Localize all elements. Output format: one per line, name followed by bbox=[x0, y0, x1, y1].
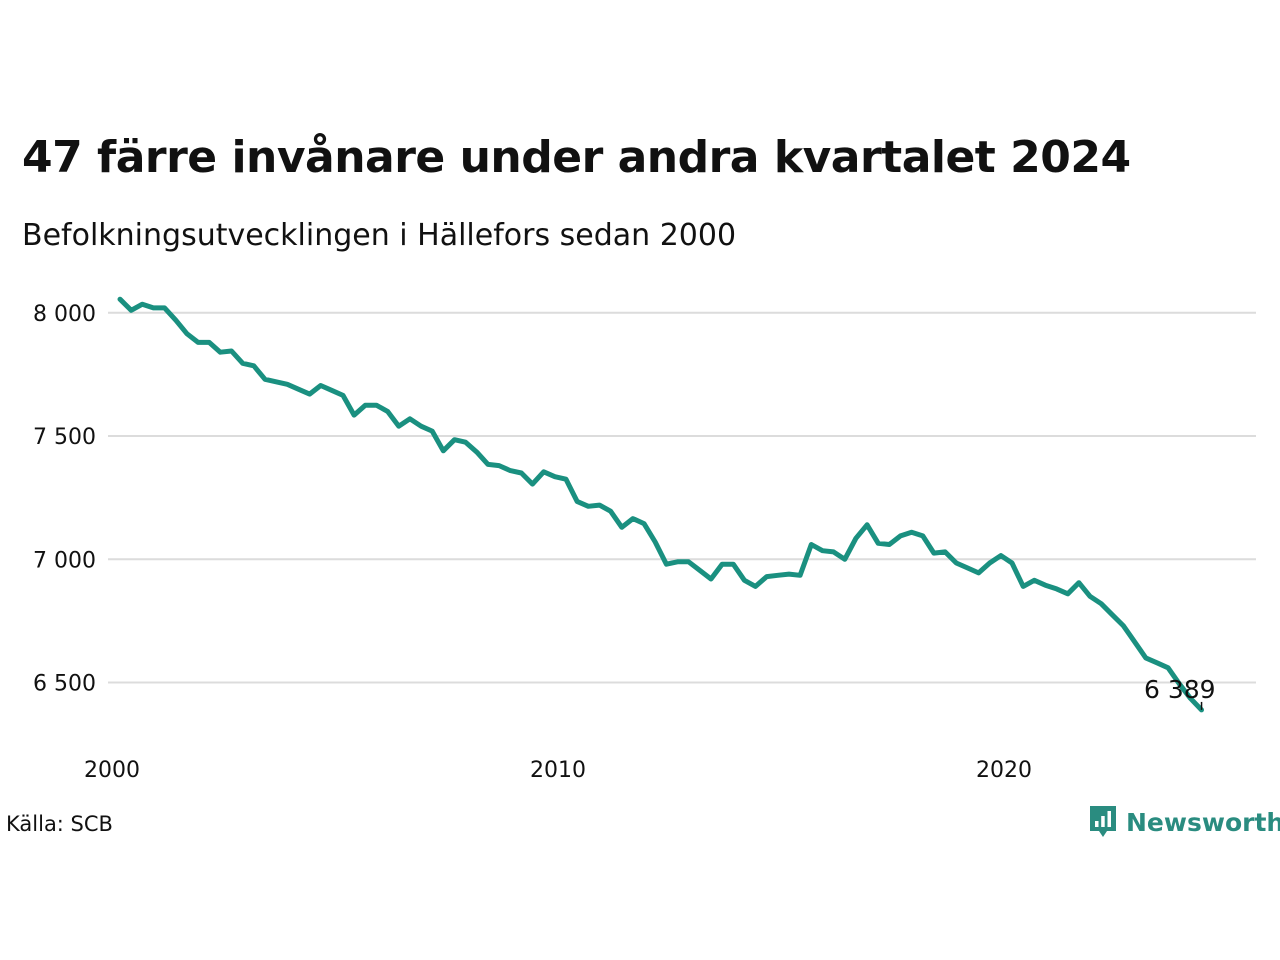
series-layer bbox=[117, 296, 1204, 713]
chart-title: 47 färre invånare under andra kvartalet … bbox=[22, 132, 1131, 183]
y-tick-label: 6 500 bbox=[33, 672, 96, 697]
end-label-layer: 6 389 bbox=[1144, 675, 1216, 710]
end-value-label: 6 389 bbox=[1144, 675, 1216, 704]
x-tick-label: 2000 bbox=[84, 758, 140, 783]
y-tick-label: 8 000 bbox=[33, 302, 96, 327]
x-axis-ticks: 2000 2010 2020 bbox=[84, 758, 1032, 783]
y-axis-ticks: 6 500 7 000 7 500 8 000 bbox=[33, 302, 96, 697]
source-note: Källa: SCB bbox=[6, 812, 113, 836]
brand-name: Newsworthy bbox=[1126, 807, 1280, 837]
brand-logo[interactable]: Newsworthy bbox=[1088, 804, 1280, 840]
newsworthy-logo-icon bbox=[1090, 806, 1116, 837]
series-line-0 bbox=[117, 296, 1204, 713]
chart-subtitle: Befolkningsutvecklingen i Hällefors seda… bbox=[22, 218, 737, 253]
y-tick-label: 7 500 bbox=[33, 425, 96, 450]
x-tick-label: 2020 bbox=[976, 758, 1032, 783]
x-tick-label: 2010 bbox=[530, 758, 586, 783]
line-chart: 6 500 7 000 7 500 8 000 2000 2010 2020 6 389 bbox=[33, 296, 1256, 783]
grid-lines bbox=[108, 311, 1256, 684]
y-tick-label: 7 000 bbox=[33, 548, 96, 573]
